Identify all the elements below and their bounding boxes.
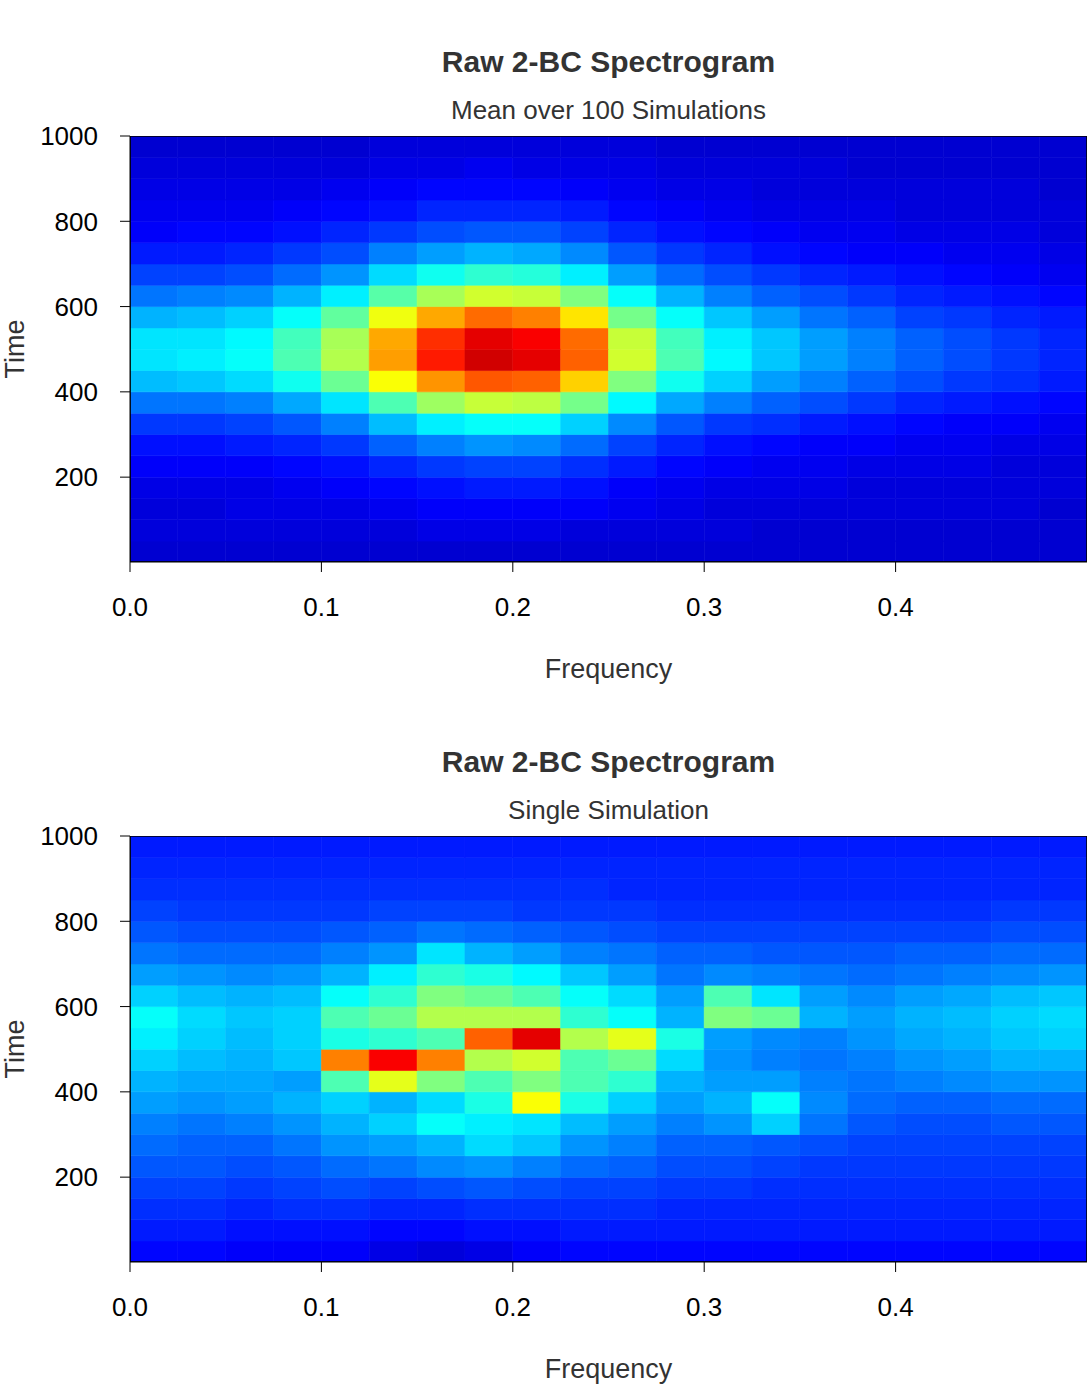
html-text:Time: Time xyxy=(0,319,30,379)
svg-text:800: 800 xyxy=(55,207,98,237)
svg-text:600: 600 xyxy=(55,992,98,1022)
svg-text:0.3: 0.3 xyxy=(686,592,722,622)
html-text:Mean over 100 Simulations: Mean over 100 Simulations xyxy=(451,95,766,125)
svg-text:200: 200 xyxy=(55,1162,98,1192)
svg-text:200: 200 xyxy=(55,462,98,492)
svg-text:0.2: 0.2 xyxy=(495,1292,531,1322)
svg-text:400: 400 xyxy=(55,377,98,407)
html-text:Frequency: Frequency xyxy=(544,1354,673,1384)
html-text:Frequency: Frequency xyxy=(544,654,673,684)
svg-text:0.1: 0.1 xyxy=(303,1292,339,1322)
svg-text:0.4: 0.4 xyxy=(878,592,914,622)
svg-text:0.0: 0.0 xyxy=(112,1292,148,1322)
svg-text:0.0: 0.0 xyxy=(112,592,148,622)
html-text:Raw 2-BC Spectrogram: Raw 2-BC Spectrogram xyxy=(441,45,776,78)
svg-text:400: 400 xyxy=(55,1077,98,1107)
html-text:Raw 2-BC Spectrogram: Raw 2-BC Spectrogram xyxy=(441,745,776,778)
html-text:Single Simulation: Single Simulation xyxy=(508,795,709,825)
svg-text:0.1: 0.1 xyxy=(303,592,339,622)
svg-text:0.2: 0.2 xyxy=(495,592,531,622)
svg-text:600: 600 xyxy=(55,292,98,322)
svg-text:0.3: 0.3 xyxy=(686,1292,722,1322)
svg-text:800: 800 xyxy=(55,907,98,937)
svg-text:0.4: 0.4 xyxy=(878,1292,914,1322)
html-text:Time: Time xyxy=(0,1019,30,1079)
svg-text:1000: 1000 xyxy=(40,121,98,151)
svg-text:1000: 1000 xyxy=(40,821,98,851)
